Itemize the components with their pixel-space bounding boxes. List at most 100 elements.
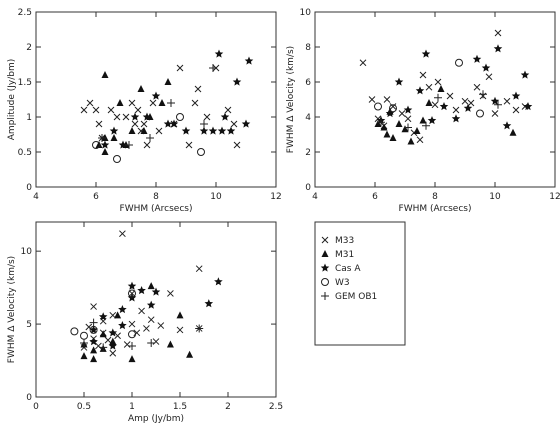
data-point-cas-a [220, 112, 230, 121]
data-point-m33 [143, 141, 151, 149]
y-tick-label: 2.5 [18, 8, 32, 18]
data-point-m33 [461, 97, 469, 105]
data-point-m33 [133, 329, 141, 337]
data-point-cas-a [493, 44, 503, 53]
y-tick-label: 0 [26, 183, 32, 193]
legend-frame [314, 221, 406, 346]
x-axis-label: Amp (Jy/bm) [128, 414, 184, 424]
data-point-m33 [191, 99, 199, 107]
data-point-cas-a [520, 70, 530, 79]
legend-label: W3 [335, 278, 350, 288]
data-point-m33 [467, 99, 475, 107]
data-point-m31 [164, 78, 172, 85]
data-point-cas-a [118, 321, 127, 330]
y-tick-label: 8 [305, 43, 311, 53]
data-point-m31 [425, 99, 433, 106]
data-point-m33 [185, 141, 193, 149]
data-point-m33 [224, 106, 232, 114]
data-point-cas-a [511, 91, 521, 100]
data-point-m33 [109, 349, 117, 357]
data-point-m33 [512, 106, 520, 114]
data-point-cas-a [146, 300, 156, 309]
data-point-w3 [128, 289, 136, 298]
x-axis-label: FWHM (Arcsecs) [120, 204, 193, 214]
x-tick-label: 10 [489, 192, 501, 202]
data-point-m31 [90, 346, 98, 354]
data-point-cas-a [142, 112, 152, 121]
x-tick-label: 2 [225, 402, 231, 412]
data-point-w3 [476, 109, 484, 118]
data-point-m33 [425, 83, 433, 91]
data-point-w3 [92, 141, 100, 149]
data-point-cas-a [523, 102, 533, 111]
data-point-cas-a [89, 337, 98, 346]
data-point-gem-ob1 [377, 118, 385, 127]
plot-frame [35, 11, 277, 188]
data-point-cas-a [385, 109, 395, 118]
x-tick-label: 1 [129, 402, 135, 412]
data-point-cas-a [451, 114, 461, 123]
data-point-cas-a [226, 126, 236, 135]
data-point-m33 [194, 85, 202, 93]
y-tick-label: 2 [26, 43, 32, 53]
y-tick-label: 10 [21, 247, 33, 257]
y-tick-label: 4 [305, 113, 311, 123]
x-tick-label: 10 [210, 192, 222, 202]
data-point-m33 [416, 136, 424, 144]
data-point-m33 [131, 120, 139, 128]
data-point-m31 [419, 116, 427, 124]
data-point-m33 [431, 101, 439, 109]
y-tick-label: 1 [26, 113, 32, 123]
data-point-m31 [407, 137, 415, 145]
data-point-m33 [434, 78, 442, 86]
data-point-cas-a [208, 126, 218, 135]
data-point-m33 [138, 307, 145, 315]
data-point-m31 [437, 85, 445, 92]
panel-velocity-vs-fwhm: 4 6 8 10 12 0 2 4 6 8 10 FWHM (Arcsecs) FWHM Δ Veloc… [286, 8, 560, 214]
data-point-cas-a [181, 126, 191, 135]
data-point-m33 [86, 99, 94, 107]
data-point-m31 [186, 350, 194, 358]
data-point-m31 [110, 134, 118, 141]
data-point-cas-a [98, 312, 108, 321]
data-point-m33 [147, 316, 155, 324]
data-point-m33 [155, 127, 163, 135]
data-point-m33 [389, 103, 397, 110]
data-point-m33 [123, 341, 131, 348]
data-point-gem-ob1 [89, 318, 98, 327]
data-point-m33 [134, 106, 142, 114]
data-point-m31 [389, 134, 397, 141]
data-point-m31 [90, 355, 98, 363]
data-point-cas-a [217, 126, 227, 135]
data-point-m33 [90, 303, 97, 310]
y-axis-label: FWHM Δ Velocity (km/s) [7, 256, 17, 363]
data-point-m31 [413, 127, 421, 134]
data-point-m31 [80, 352, 88, 360]
x-tick-label: 0.5 [77, 402, 91, 412]
data-point-w3 [176, 113, 184, 121]
data-point-cas-a [127, 281, 137, 290]
data-point-gem-ob1 [434, 93, 442, 102]
legend-label: Cas A [335, 264, 361, 274]
x-tick-label: 2.5 [269, 402, 283, 412]
data-point-m33 [494, 29, 502, 37]
data-point-cas-a [490, 96, 500, 105]
data-point-m33 [95, 120, 103, 128]
x-tick-label: 8 [432, 192, 438, 202]
data-point-m33 [167, 290, 174, 297]
data-point-m33 [107, 106, 115, 114]
data-point-m33 [104, 336, 112, 344]
data-point-m33 [157, 322, 165, 329]
data-point-cas-a [163, 119, 173, 128]
plot-frame [35, 221, 277, 398]
data-point-m31 [395, 120, 403, 127]
data-point-m33 [128, 99, 136, 107]
data-point-m33 [140, 120, 148, 128]
data-point-cas-a [394, 77, 404, 86]
data-point-m31 [140, 127, 148, 134]
data-point-m33 [359, 59, 367, 67]
data-point-cas-a [472, 54, 482, 63]
data-point-cas-a [214, 49, 224, 58]
x-tick-label: 6 [93, 192, 99, 202]
